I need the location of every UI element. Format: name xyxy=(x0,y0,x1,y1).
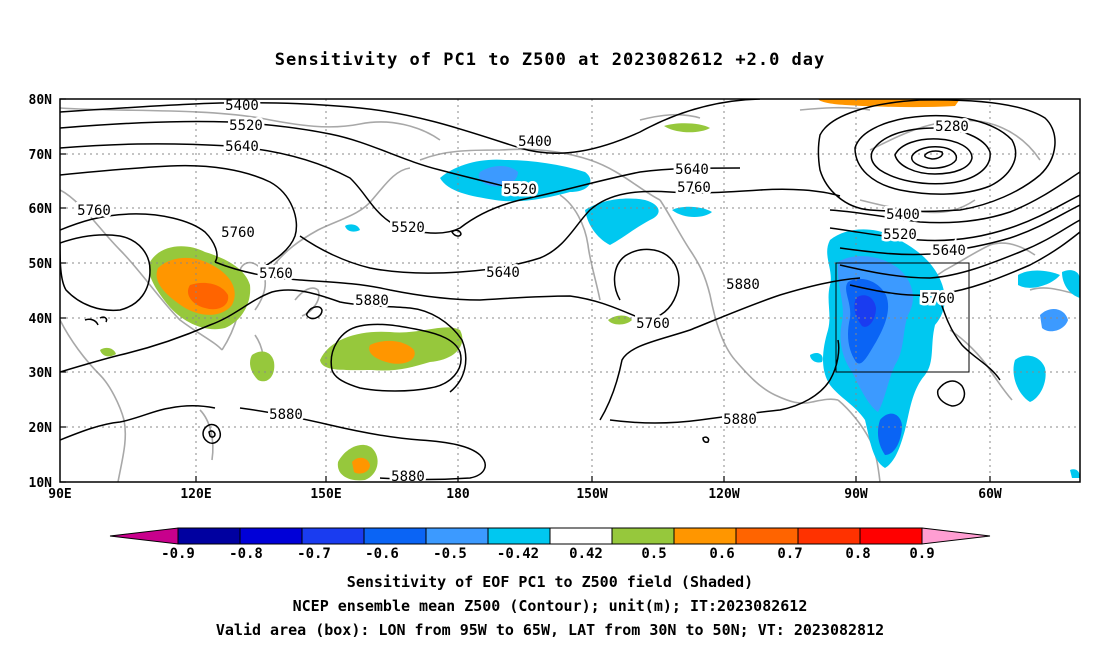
colorbar-boxes xyxy=(177,527,923,545)
contour-label: 5400 xyxy=(518,134,552,150)
colorbar-box xyxy=(549,527,613,545)
colorbar-label: 0.5 xyxy=(641,546,666,562)
lat-label: 50N xyxy=(29,257,53,272)
colorbar-label: -0.42 xyxy=(497,546,539,562)
contour-label: 5640 xyxy=(225,139,259,155)
lon-label: 120W xyxy=(708,487,739,502)
contour-label: 5280 xyxy=(935,119,969,135)
colorbar-box xyxy=(363,527,427,545)
colorbar-box xyxy=(301,527,365,545)
contour-label: 5880 xyxy=(269,407,303,423)
contour-label: 5760 xyxy=(77,203,111,219)
contour-labels: 5400 5520 5640 5760 5760 5760 5880 5880 … xyxy=(75,98,972,485)
lon-label: 120E xyxy=(180,487,211,502)
contour-label: 5760 xyxy=(921,291,955,307)
lon-label: 150E xyxy=(310,487,341,502)
colorbar-box xyxy=(239,527,303,545)
contour-label: 5760 xyxy=(259,266,293,282)
sensitivity-shading xyxy=(100,99,1080,481)
contour-label: 5880 xyxy=(355,293,389,309)
contour-label: 5400 xyxy=(225,98,259,114)
contour-label: 5880 xyxy=(723,412,757,428)
contour-label: 5760 xyxy=(677,180,711,196)
contour-label: 5760 xyxy=(221,225,255,241)
grid-lines xyxy=(60,99,1080,482)
colorbar-label: 0.6 xyxy=(709,546,734,562)
colorbar-box xyxy=(797,527,861,545)
lat-label: 10N xyxy=(29,476,53,491)
coastlines xyxy=(60,106,1080,482)
lon-label: 180 xyxy=(446,487,470,502)
footer-line-valid-area: Valid area (box): LON from 95W to 65W, L… xyxy=(215,621,885,639)
lat-label: 60N xyxy=(29,202,53,217)
colorbar-label: 0.8 xyxy=(845,546,870,562)
colorbar-label: -0.6 xyxy=(365,546,399,562)
contour-label: 5880 xyxy=(726,277,760,293)
colorbar-box xyxy=(735,527,799,545)
colorbar-box xyxy=(425,527,489,545)
colorbar-label: -0.5 xyxy=(433,546,467,562)
colorbar-label: 0.9 xyxy=(909,546,934,562)
contour-label: 5400 xyxy=(886,207,920,223)
colorbar-label: 0.7 xyxy=(777,546,802,562)
colorbar-box xyxy=(487,527,551,545)
footer-line-shaded: Sensitivity of EOF PC1 to Z500 field (Sh… xyxy=(346,573,754,591)
lon-label: 150W xyxy=(576,487,607,502)
contour-label: 5640 xyxy=(932,243,966,259)
valid-area-box xyxy=(835,262,970,373)
contour-label: 5880 xyxy=(391,469,425,485)
contour-label: 5520 xyxy=(503,182,537,198)
contour-label: 5640 xyxy=(486,265,520,281)
map-frame xyxy=(59,98,1081,483)
axis-ticks xyxy=(60,98,991,483)
lat-label: 80N xyxy=(29,93,53,108)
colorbar-left-triangle xyxy=(109,527,179,545)
lon-label: 90W xyxy=(844,487,868,502)
colorbar-label: -0.7 xyxy=(297,546,331,562)
colorbar-right-triangle xyxy=(921,527,991,545)
latitude-labels: 80N 70N 60N 50N 40N 30N 20N 10N xyxy=(29,93,53,491)
lat-label: 70N xyxy=(29,148,53,163)
contour-label: 5760 xyxy=(636,316,670,332)
colorbar-box xyxy=(673,527,737,545)
footer-line-contour: NCEP ensemble mean Z500 (Contour); unit(… xyxy=(292,597,808,615)
lat-label: 40N xyxy=(29,312,53,327)
contour-label: 5520 xyxy=(391,220,425,236)
lat-label: 30N xyxy=(29,366,53,381)
colorbar-box xyxy=(859,527,923,545)
lat-label: 20N xyxy=(29,421,53,436)
colorbar-label: -0.9 xyxy=(161,546,195,562)
colorbar-label: -0.8 xyxy=(229,546,263,562)
contour-label: 5640 xyxy=(675,162,709,178)
lon-label: 60W xyxy=(978,487,1002,502)
contour-label: 5520 xyxy=(883,227,917,243)
plot-title: Sensitivity of PC1 to Z500 at 2023082612… xyxy=(274,50,826,70)
colorbar-labels: -0.9 -0.8 -0.7 -0.6 -0.5 -0.42 0.42 0.5 … xyxy=(161,546,935,562)
colorbar-box xyxy=(177,527,241,545)
longitude-labels: 90E 120E 150E 180 150W 120W 90W 60W xyxy=(48,487,1002,502)
colorbar: -0.9 -0.8 -0.7 -0.6 -0.5 -0.42 0.42 0.5 … xyxy=(109,527,991,562)
colorbar-box xyxy=(611,527,675,545)
colorbar-label: 0.42 xyxy=(569,546,603,562)
lon-label: 90E xyxy=(48,487,71,502)
contour-label: 5520 xyxy=(229,118,263,134)
z500-contours xyxy=(60,99,1080,481)
